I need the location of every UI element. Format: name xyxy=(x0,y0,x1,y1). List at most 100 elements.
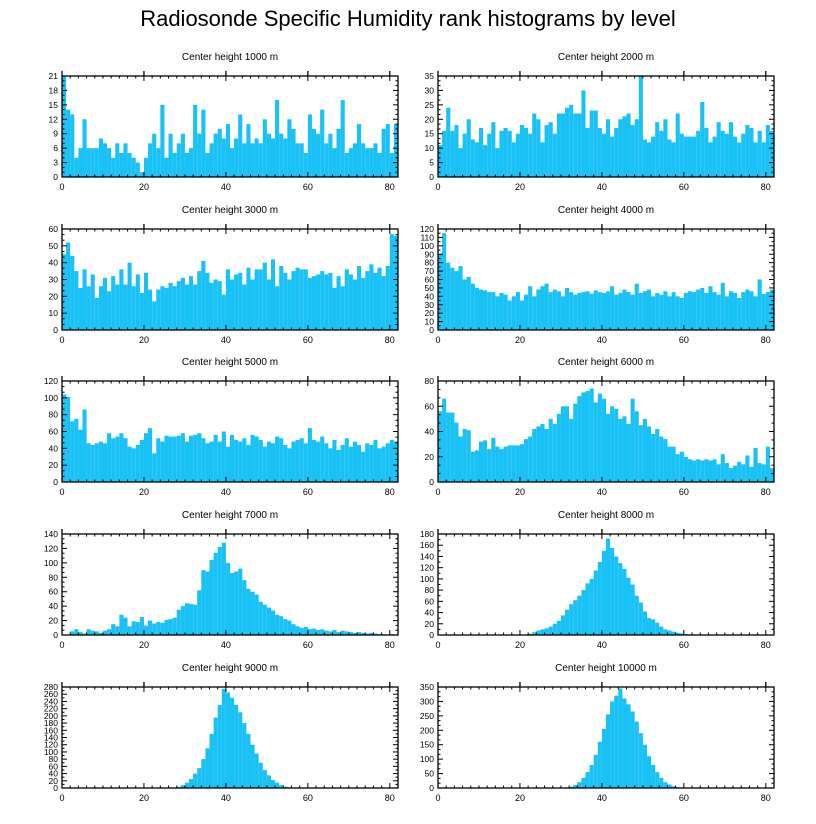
panel-5-bar xyxy=(258,439,263,482)
panel-1-bar xyxy=(135,162,140,177)
panel-2-bar xyxy=(671,142,676,177)
panel-2-bar xyxy=(470,139,475,177)
panel-3-bar xyxy=(254,269,259,330)
panel-6-bar xyxy=(622,416,627,482)
panel-7-bar xyxy=(197,590,202,635)
panel-10-ytick-label: 300 xyxy=(420,696,434,706)
panel-6-bar xyxy=(614,408,619,482)
panel-3-bar xyxy=(209,282,214,330)
panel-3-ytick-label: 50 xyxy=(49,241,59,251)
panel-5-bar xyxy=(168,436,173,482)
panel-9-bar xyxy=(242,723,247,788)
panel-10-bar xyxy=(573,785,578,788)
main-title: Radiosonde Specific Humidity rank histog… xyxy=(140,6,676,31)
panel-10-bar xyxy=(585,772,590,788)
panel-4-bar xyxy=(728,291,734,330)
panel-5-bar xyxy=(275,436,280,482)
panel-10-ytick-label: 250 xyxy=(420,711,434,721)
panel-7-bar xyxy=(213,552,218,635)
panel-1-bar xyxy=(299,143,304,177)
panel-7-bar xyxy=(135,622,140,635)
panel-1-bar xyxy=(184,152,190,177)
panel-3-bar xyxy=(295,267,300,330)
panel-7-bar xyxy=(172,617,177,635)
panel-3-bar xyxy=(299,269,304,330)
panel-2-bar xyxy=(614,127,619,177)
panel-6-bar xyxy=(442,398,447,482)
panel-1-ytick-label: 21 xyxy=(49,71,59,81)
panel-8-bar xyxy=(565,609,570,635)
panel-4-bar xyxy=(462,279,467,330)
panel-5-bar xyxy=(320,436,325,482)
panel-7-bar xyxy=(160,622,165,635)
panel-3-bar xyxy=(205,272,210,330)
panel-10-xtick-label: 80 xyxy=(761,793,771,803)
panel-5-bar xyxy=(295,439,300,482)
panel-5-bar xyxy=(62,394,67,482)
panel-2-ytick-label: 30 xyxy=(425,85,435,95)
panel-7-bar xyxy=(299,627,304,635)
panel-1-bar xyxy=(217,128,222,177)
panel-10-xtick-label: 40 xyxy=(597,793,607,803)
panel-7-ytick-label: 120 xyxy=(44,543,58,553)
panel-10-bar xyxy=(667,784,672,788)
panel-2-bar xyxy=(655,122,660,177)
panel-1-bar xyxy=(70,114,75,177)
panel-2-ytick-label: 10 xyxy=(425,143,435,153)
panel-3-bar xyxy=(168,282,173,330)
panel-1-bar xyxy=(262,119,267,177)
panel-5-bar xyxy=(94,443,99,482)
panel-3-bar xyxy=(221,294,226,330)
panel-7-xtick-label: 20 xyxy=(139,640,149,650)
panel-1-ytick-label: 3 xyxy=(53,158,58,168)
panel-6-bar xyxy=(687,459,693,482)
panel-1-bar xyxy=(172,152,177,177)
panel-9-ytick-label: 220 xyxy=(44,704,58,714)
panel-2-bar xyxy=(716,122,721,177)
panel-10-ytick-label: 50 xyxy=(425,769,435,779)
panel-2-bar xyxy=(745,125,750,177)
panel-4-bar xyxy=(696,289,701,330)
panel-6-bar xyxy=(634,411,639,482)
panel-5-bar xyxy=(365,443,370,482)
panel-10-ytick-label: 350 xyxy=(420,682,434,692)
panel-1-bar xyxy=(102,143,108,177)
panel-1-bar xyxy=(78,148,83,177)
panel-7-bar xyxy=(279,616,284,635)
panel-6-bar xyxy=(483,440,488,482)
panel-7-bar xyxy=(365,633,370,635)
panel-4-bar xyxy=(528,286,533,330)
panel-7-bar xyxy=(225,562,230,635)
panel-2-bar xyxy=(573,113,578,177)
panel-1-bar xyxy=(209,143,214,177)
panel-8-bar xyxy=(626,577,631,635)
panel-9-ytick-label: 240 xyxy=(44,696,58,706)
panel-4-bar xyxy=(556,291,561,330)
panel-9-ytick-label: 60 xyxy=(49,761,59,771)
panel-8-bar xyxy=(671,631,676,635)
panel-7-frame xyxy=(61,533,399,636)
panel-5-bar xyxy=(82,409,87,482)
panel-4-bar xyxy=(757,279,762,330)
panel-7-bar xyxy=(221,542,226,635)
panel-1-bar xyxy=(115,143,120,177)
panel-5-bar xyxy=(221,431,226,482)
panel-4-ytick-label: 70 xyxy=(425,266,435,276)
panel-1-bar xyxy=(336,128,341,177)
panel-7-bar xyxy=(139,616,144,635)
panel-1-bar xyxy=(287,119,292,177)
panel-1-bar xyxy=(139,172,144,177)
panel-7-xtick-label: 60 xyxy=(303,640,313,650)
panel-8-bar xyxy=(646,618,652,635)
panel-6-bar xyxy=(560,406,566,482)
panel-1-bar xyxy=(193,104,198,177)
panel-9-bar xyxy=(254,753,259,788)
panel-4-ytick-label: 50 xyxy=(425,283,435,293)
panel-1-bar xyxy=(62,76,67,177)
panel-7-bar xyxy=(94,631,99,635)
panel-4-bar xyxy=(524,294,529,330)
panel-1-bar xyxy=(373,143,378,177)
panel-6-bar xyxy=(552,423,557,482)
panel-3-xtick-label: 80 xyxy=(385,335,395,345)
panel-8-bar xyxy=(581,590,586,635)
